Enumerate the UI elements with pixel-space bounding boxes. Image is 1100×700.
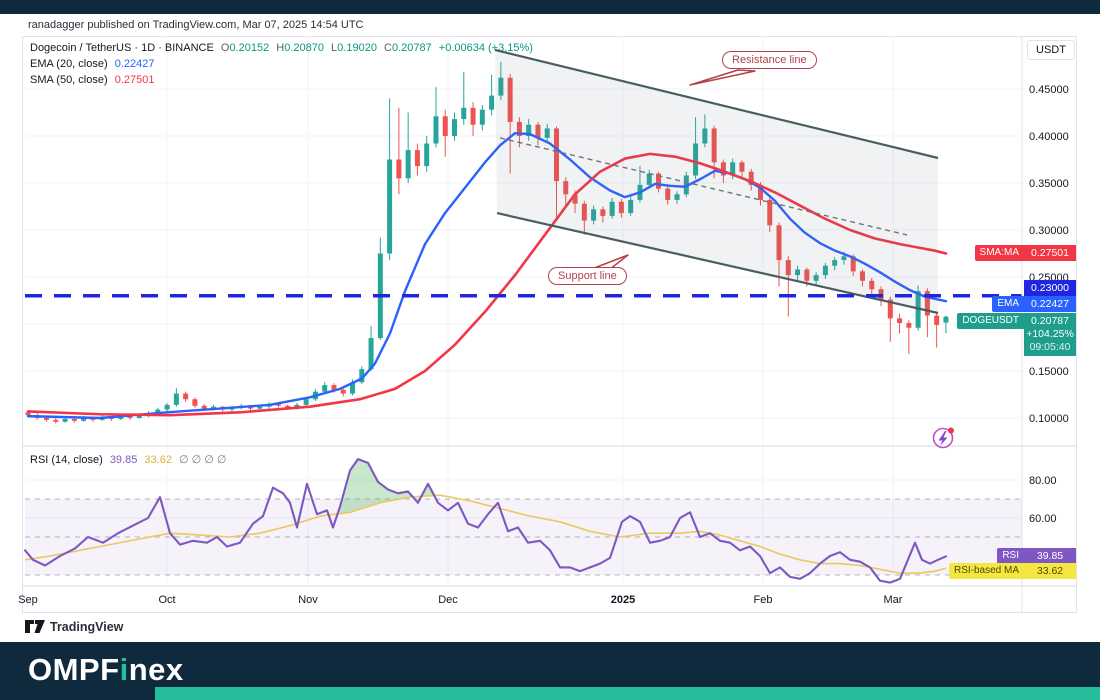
support-line-callout: Support line: [548, 267, 627, 285]
symbol-title: Dogecoin / TetherUS · 1D · BINANCE: [30, 42, 214, 54]
svg-text:Oct: Oct: [158, 594, 175, 606]
svg-text:0.45000: 0.45000: [1029, 84, 1069, 96]
ema-value: 0.22427: [114, 58, 155, 70]
sma-badge-label: SMA:MA: [974, 245, 1024, 261]
channel-drawing[interactable]: [494, 48, 939, 315]
top-navy-bar: [0, 0, 1100, 14]
svg-text:0.40000: 0.40000: [1029, 131, 1069, 143]
symbol-badge-values: 0.20787 +104.25% 09:05:40: [1024, 313, 1076, 356]
svg-text:60.00: 60.00: [1029, 513, 1057, 525]
gridlines: [25, 36, 1022, 586]
resistance-callout-label: Resistance line: [732, 54, 807, 66]
symbol-legend-row[interactable]: Dogecoin / TetherUS · 1D · BINANCE O0.20…: [30, 42, 533, 54]
rsi-badge-value: 39.85: [1024, 548, 1076, 564]
ompfinex-logo: OMPFinex: [28, 652, 184, 688]
publish-attribution: ranadagger published on TradingView.com,…: [28, 19, 364, 31]
rsi-ma-badge-value: 33.62: [1024, 563, 1076, 579]
svg-text:Nov: Nov: [298, 594, 318, 606]
open-value: 0.20152: [229, 42, 270, 54]
low-value: 0.19020: [337, 42, 377, 54]
support-callout-label: Support line: [558, 270, 617, 282]
symbol-badge-label: DOGEUSDT: [957, 313, 1024, 329]
rsi-empty-values: ∅ ∅ ∅ ∅: [179, 454, 227, 466]
resistance-line-callout: Resistance line: [722, 51, 817, 69]
sma-badge-value: 0.27501: [1024, 245, 1076, 261]
currency-label: USDT: [1036, 44, 1066, 56]
open-key: O: [220, 42, 230, 54]
svg-text:2025: 2025: [611, 594, 635, 606]
rsi-pane: [23, 458, 1022, 584]
sma-value: 0.27501: [114, 74, 155, 86]
rsi-value: 39.85: [109, 454, 138, 466]
close-value: 0.20787: [391, 42, 432, 54]
svg-text:Sep: Sep: [18, 594, 38, 606]
svg-text:Mar: Mar: [884, 594, 903, 606]
svg-text:0.15000: 0.15000: [1029, 366, 1069, 378]
rsi-badge-label: RSI: [997, 548, 1024, 564]
brand-post: nex: [128, 652, 184, 687]
change-value: +0.00634 (+3.15%): [438, 42, 533, 54]
boost-lightning-icon[interactable]: [932, 427, 955, 449]
level-price-badge: 0.23000: [1024, 280, 1076, 296]
low-key: L: [331, 42, 338, 54]
high-value: 0.20870: [284, 42, 324, 54]
rsi-ma-axis-badge: RSI-based MA 33.62: [948, 563, 1076, 579]
currency-toggle[interactable]: USDT: [1027, 40, 1075, 60]
footer-banner: OMPFinex: [0, 642, 1100, 700]
svg-text:Dec: Dec: [438, 594, 458, 606]
rsi-label: RSI (14, close): [30, 454, 103, 466]
rsi-ma-line: [24, 494, 947, 574]
percent-change: +104.25%: [1026, 328, 1074, 340]
svg-text:0.30000: 0.30000: [1029, 225, 1069, 237]
svg-text:0.35000: 0.35000: [1029, 178, 1069, 190]
last-price: 0.20787: [1031, 315, 1069, 327]
rsi-overbought-fill: [337, 459, 460, 514]
sma-line: [26, 152, 948, 417]
ema-label: EMA (20, close): [30, 58, 108, 70]
rsi-axis-badge: RSI 39.85: [997, 548, 1076, 564]
svg-text:Feb: Feb: [754, 594, 773, 606]
svg-text:80.00: 80.00: [1029, 475, 1057, 487]
ema-line: [26, 131, 948, 420]
bar-countdown: 09:05:40: [1029, 341, 1071, 353]
rsi-ma-value: 33.62: [144, 454, 172, 466]
tradingview-attribution[interactable]: TradingView: [25, 619, 123, 635]
ema-price-badge: EMA 0.22427: [992, 296, 1076, 312]
symbol-price-badge: DOGEUSDT 0.20787 +104.25% 09:05:40: [957, 313, 1076, 356]
brand-pre: OMPF: [28, 652, 120, 687]
chart-card: [22, 36, 1077, 613]
footer-accent-bar: [155, 687, 1100, 700]
ema-badge-label: EMA: [992, 296, 1024, 312]
svg-text:0.10000: 0.10000: [1029, 413, 1069, 425]
sma-label: SMA (50, close): [30, 74, 108, 86]
sma-price-badge: SMA:MA 0.27501: [974, 245, 1076, 261]
rsi-ma-badge-label: RSI-based MA: [948, 563, 1024, 579]
tradingview-logo-icon: [25, 620, 45, 633]
level-badge-value: 0.23000: [1024, 280, 1076, 296]
close-key: C: [384, 42, 392, 54]
tradingview-label: TradingView: [50, 620, 124, 634]
high-key: H: [276, 42, 285, 54]
sma-legend-row[interactable]: SMA (50, close) 0.27501: [30, 74, 154, 86]
brand-accent-letter: i: [119, 652, 129, 687]
ema-badge-value: 0.22427: [1024, 296, 1076, 312]
rsi-line: [23, 458, 948, 584]
ema-legend-row[interactable]: EMA (20, close) 0.22427: [30, 58, 154, 70]
rsi-legend-row[interactable]: RSI (14, close) 39.85 33.62 ∅ ∅ ∅ ∅: [30, 453, 227, 466]
